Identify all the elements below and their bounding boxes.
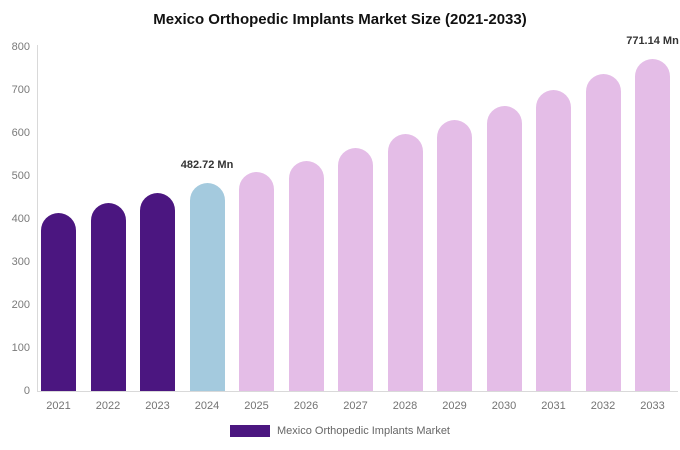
x-tick-label-2021: 2021 xyxy=(46,400,71,412)
bar-2027 xyxy=(338,147,373,391)
x-tick-label-2028: 2028 xyxy=(392,400,418,412)
x-tick-label-2033: 2033 xyxy=(640,400,665,412)
y-tick-label-600: 600 xyxy=(11,127,30,139)
bar-2029 xyxy=(437,120,472,391)
x-axis-line xyxy=(37,391,678,392)
x-tick-label-2029: 2029 xyxy=(442,400,467,412)
y-tick-label-700: 700 xyxy=(11,84,30,96)
y-tick-label-0: 0 xyxy=(23,385,30,397)
x-tick-label-2023: 2023 xyxy=(145,400,170,412)
y-axis-line xyxy=(37,45,38,391)
x-tick-label-2032: 2032 xyxy=(590,400,616,412)
legend-swatch xyxy=(229,425,270,437)
bar-2033 xyxy=(635,59,670,391)
x-tick-label-2026: 2026 xyxy=(293,400,319,412)
x-tick-label-2030: 2030 xyxy=(491,400,517,412)
bar-2030 xyxy=(486,105,522,391)
legend-label: Mexico Orthopedic Implants Market xyxy=(276,425,450,437)
annotation-2024: 482.72 Mn xyxy=(180,159,234,172)
bar-2021 xyxy=(41,212,76,391)
x-tick-label-2027: 2027 xyxy=(343,400,368,412)
x-tick-label-2024: 2024 xyxy=(194,400,220,412)
bar-2023 xyxy=(140,193,175,391)
y-tick-label-400: 400 xyxy=(11,213,30,225)
bar-2024 xyxy=(189,183,225,391)
y-tick-label-800: 800 xyxy=(11,41,30,53)
y-tick-label-500: 500 xyxy=(11,170,30,182)
bar-2022 xyxy=(90,203,126,391)
bar-2032 xyxy=(585,74,621,391)
bar-2028 xyxy=(387,133,423,391)
chart-title: Mexico Orthopedic Implants Market Size (… xyxy=(153,11,527,28)
x-tick-label-2025: 2025 xyxy=(244,400,269,412)
bar-2031 xyxy=(536,90,571,391)
annotation-2033: 771.14 Mn xyxy=(626,35,679,48)
bar-2026 xyxy=(288,160,324,391)
x-tick-label-2022: 2022 xyxy=(95,400,121,412)
legend-item[interactable]: Mexico Orthopedic Implants Market xyxy=(0,425,680,437)
y-tick-label-100: 100 xyxy=(11,342,30,354)
bar-2025 xyxy=(239,171,274,391)
y-tick-label-300: 300 xyxy=(11,256,30,268)
x-tick-label-2031: 2031 xyxy=(541,400,566,412)
y-tick-label-200: 200 xyxy=(11,299,30,311)
